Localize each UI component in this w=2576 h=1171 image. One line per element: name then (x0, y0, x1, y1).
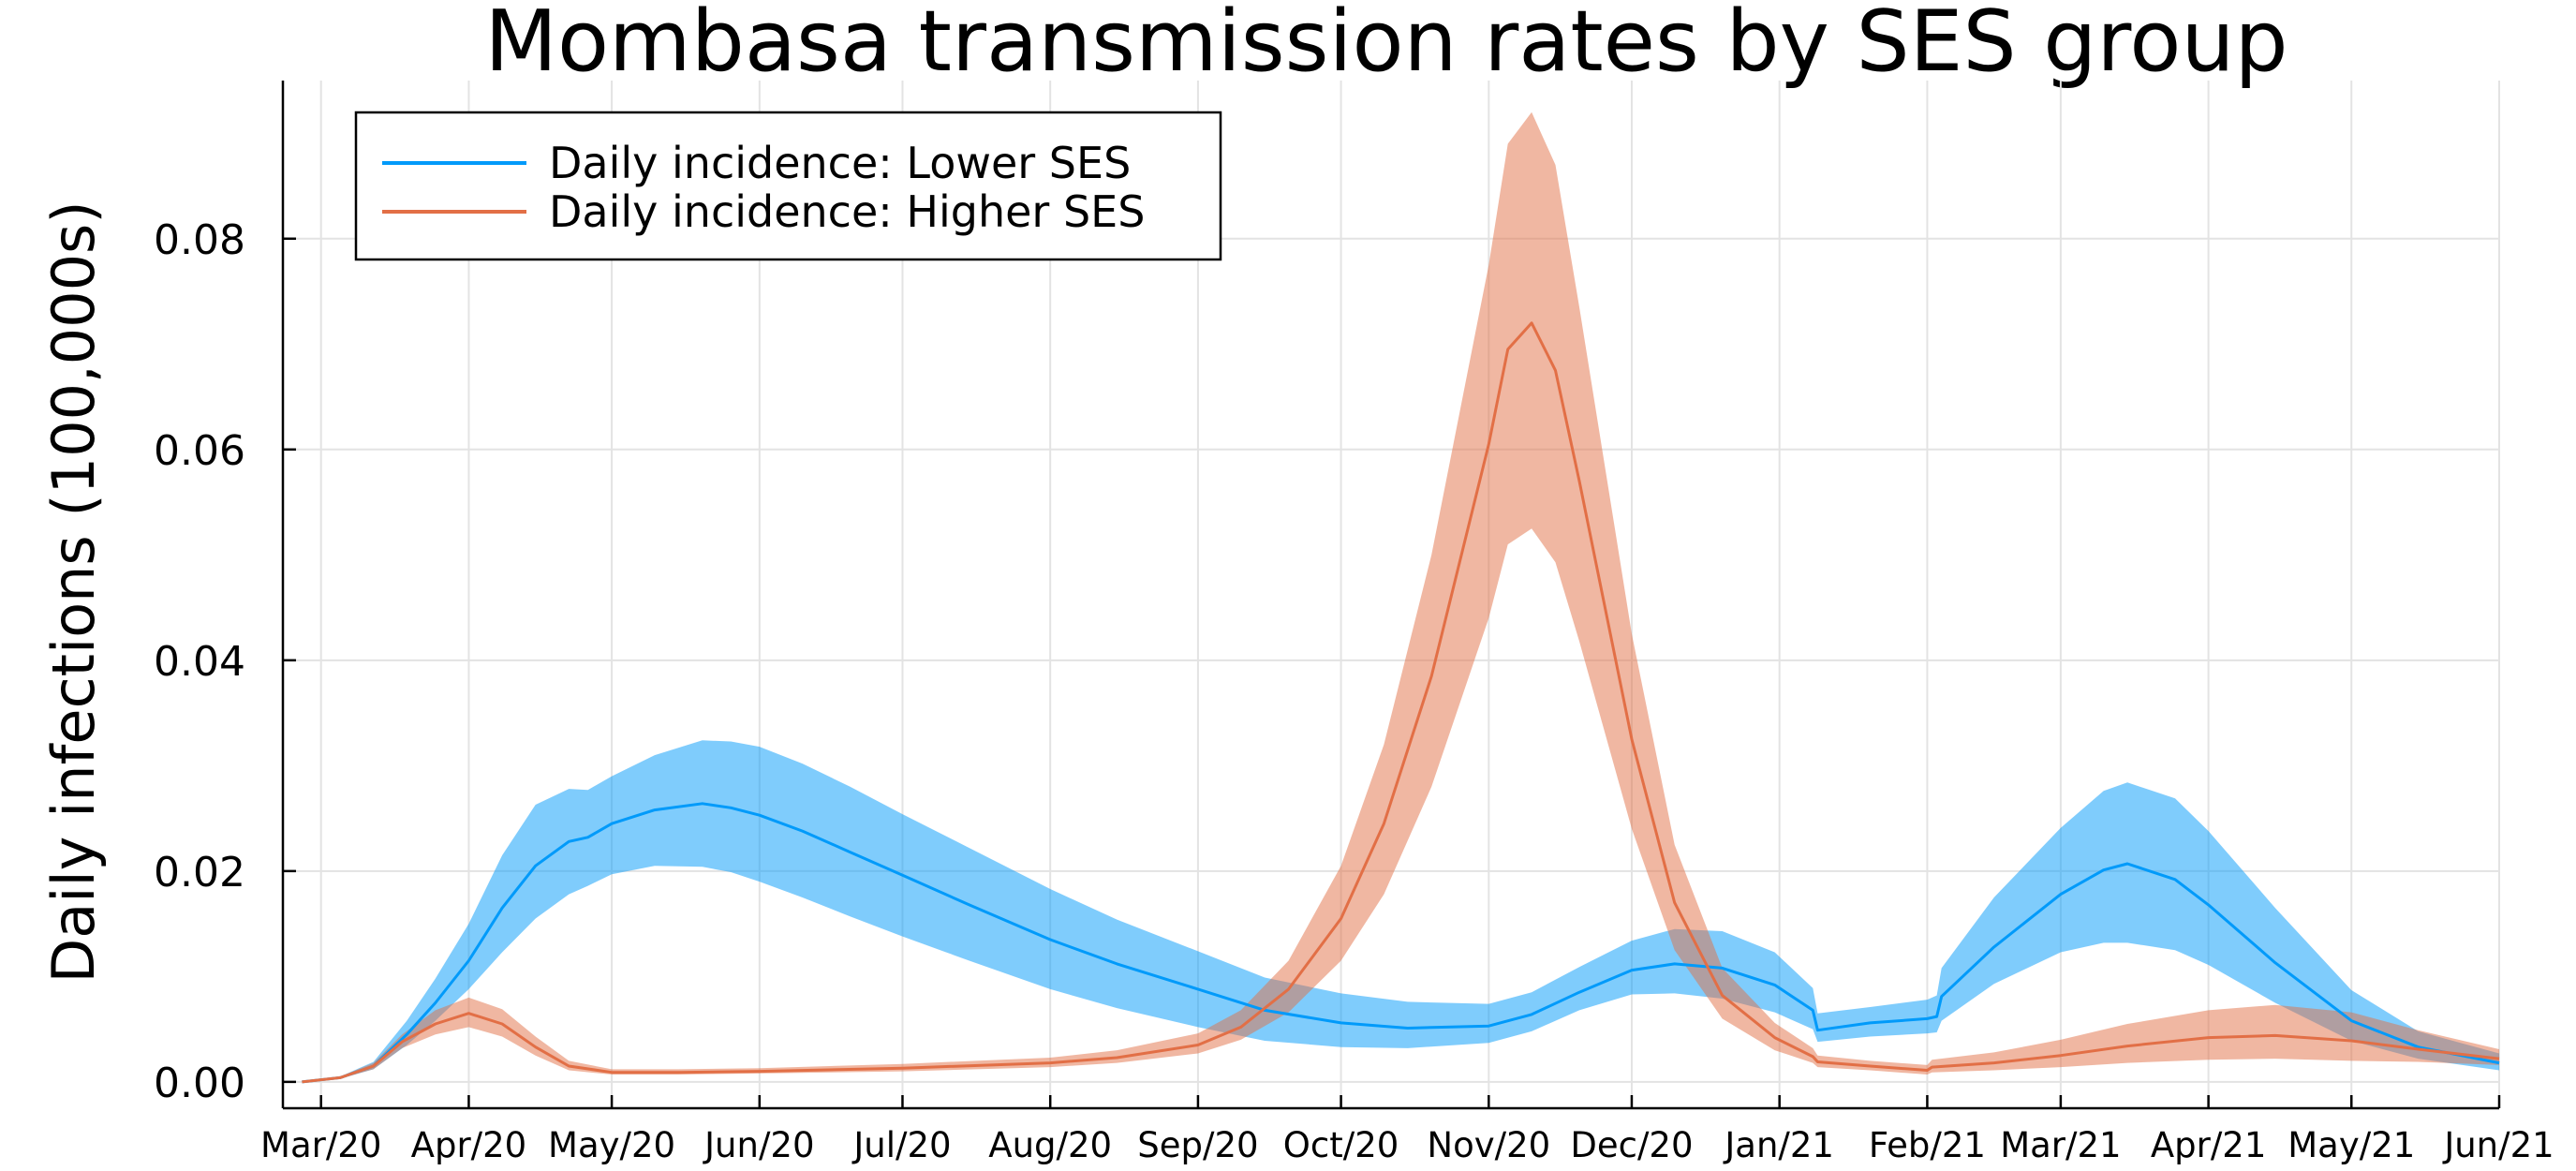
confidence-bands (302, 111, 2500, 1082)
legend: Daily incidence: Lower SES Daily inciden… (354, 111, 1222, 261)
legend-label-higher-ses: Daily incidence: Higher SES (549, 186, 1145, 237)
x-tick-label: Feb/21 (1869, 1125, 1986, 1165)
axes: Mar/20 Apr/20 May/20 Jun/20 Jul/20 Aug/20 Sep/… (154, 81, 2554, 1165)
y-tick-label: 0.06 (154, 427, 245, 475)
x-tick-label: Jan/21 (1723, 1125, 1834, 1165)
x-tick-label: Jul/20 (851, 1125, 951, 1165)
x-tick-label: Jun/21 (2442, 1125, 2554, 1165)
x-tick-label: Mar/20 (260, 1125, 381, 1165)
chart-title: Mombasa transmission rates by SES group (484, 0, 2287, 91)
y-tick-label: 0.08 (154, 216, 245, 264)
y-tick-label: 0.04 (154, 638, 245, 686)
x-tick-label: Apr/20 (411, 1125, 527, 1165)
x-tick-label: Apr/21 (2151, 1125, 2267, 1165)
series-line-higher-ses (302, 321, 2500, 1084)
y-tick-label: 0.00 (154, 1060, 245, 1107)
x-tick-label: Jun/20 (703, 1125, 814, 1165)
x-tick-label: May/20 (548, 1125, 675, 1165)
x-tick-label: Nov/20 (1427, 1125, 1550, 1165)
y-axis-label: Daily infections (100,000s) (39, 200, 108, 983)
x-tick-label: Sep/20 (1137, 1125, 1258, 1165)
x-tick-label: Dec/20 (1570, 1125, 1693, 1165)
confidence-band-lower-ses (302, 740, 2500, 1082)
x-tick-label: Oct/20 (1283, 1125, 1399, 1165)
x-tick-label: Mar/21 (2000, 1125, 2121, 1165)
series-lines (302, 321, 2500, 1084)
x-tick-label: Aug/20 (988, 1125, 1112, 1165)
x-tick-label: May/21 (2287, 1125, 2415, 1165)
legend-box (354, 111, 1222, 261)
legend-label-lower-ses: Daily incidence: Lower SES (549, 138, 1131, 188)
series-line-lower-ses (302, 802, 2500, 1084)
y-tick-label: 0.02 (154, 849, 245, 897)
